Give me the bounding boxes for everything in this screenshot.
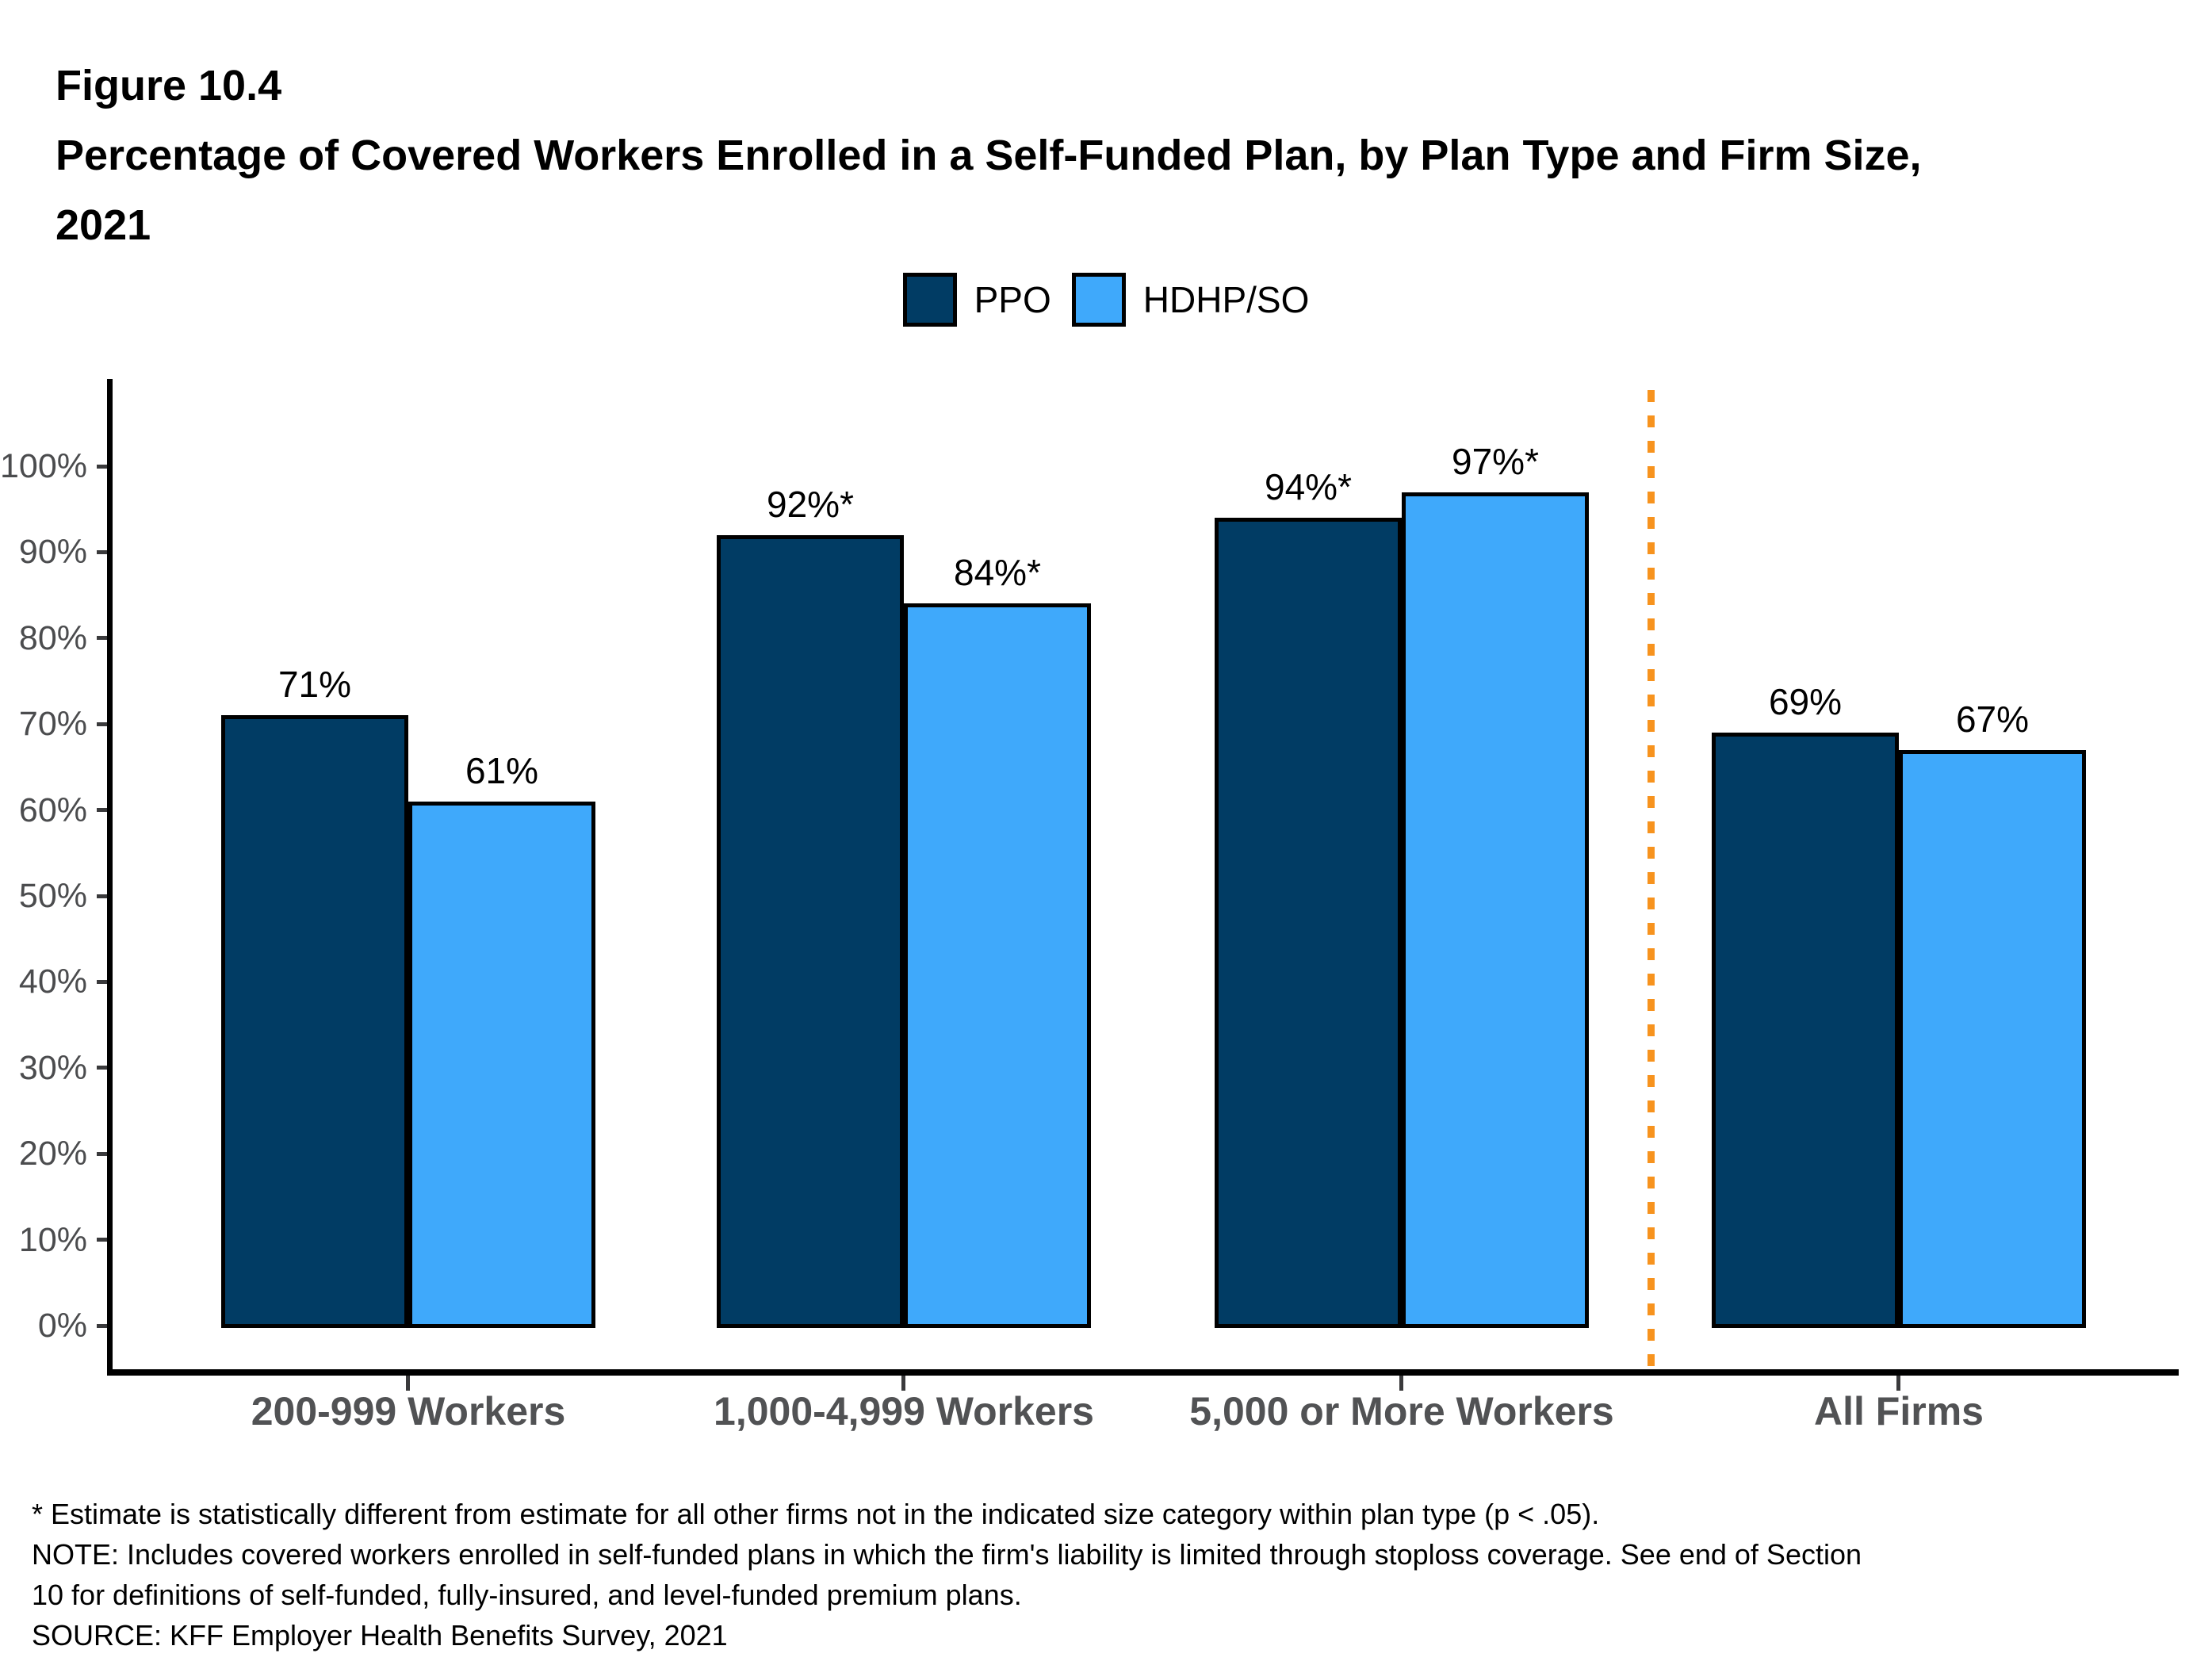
x-axis-tick <box>1399 1376 1403 1391</box>
footnote-source: SOURCE: KFF Employer Health Benefits Sur… <box>32 1619 728 1652</box>
footnote-note-1: NOTE: Includes covered workers enrolled … <box>32 1538 1862 1571</box>
hdhpso-swatch <box>1071 273 1126 327</box>
value-label: 67% <box>1955 698 2030 740</box>
ppo-swatch <box>902 273 957 327</box>
y-tick-label: 100% <box>0 447 87 485</box>
bar-hdhpso-4 <box>1899 749 2086 1328</box>
value-label: 61% <box>465 749 539 791</box>
legend-label-hdhpso: HDHP/SO <box>1142 279 1310 320</box>
chart-legend: PPO HDHP/SO <box>0 273 2212 327</box>
legend-item-ppo: PPO <box>902 273 1051 327</box>
x-axis-tick <box>901 1376 905 1391</box>
y-axis-tick <box>97 636 107 641</box>
y-axis-tick <box>97 1151 107 1156</box>
x-category-label: All Firms <box>1814 1389 1984 1433</box>
figure-number: Figure 10.4 <box>55 62 282 109</box>
y-tick-label: 30% <box>18 1048 87 1087</box>
footnote-note-2: 10 for definitions of self-funded, fully… <box>32 1579 1022 1611</box>
value-label: 94%* <box>1265 466 1352 508</box>
y-axis-line <box>107 379 113 1376</box>
y-tick-label: 50% <box>18 877 87 915</box>
y-tick-label: 10% <box>18 1220 87 1259</box>
all-firms-separator-line <box>1648 390 1655 1369</box>
y-tick-label: 0% <box>37 1307 87 1345</box>
bar-ppo-3 <box>1215 518 1402 1328</box>
y-tick-label: 70% <box>18 705 87 744</box>
bar-hdhpso-1 <box>408 801 595 1328</box>
y-axis-tick <box>97 1238 107 1242</box>
bar-hdhpso-2 <box>904 603 1091 1328</box>
page-title-year: 2021 <box>55 201 151 249</box>
y-axis-tick <box>97 808 107 813</box>
x-category-label: 5,000 or More Workers <box>1189 1389 1614 1433</box>
bar-ppo-2 <box>717 534 904 1328</box>
y-tick-label: 80% <box>18 618 87 657</box>
bar-hdhpso-3 <box>1402 492 1589 1328</box>
y-tick-label: 20% <box>18 1135 87 1173</box>
y-tick-label: 60% <box>18 790 87 829</box>
legend-item-hdhpso: HDHP/SO <box>1071 273 1310 327</box>
y-axis-tick <box>97 979 107 984</box>
x-category-label: 1,000-4,999 Workers <box>714 1389 1094 1433</box>
y-axis-tick <box>97 549 107 554</box>
footnote-significance: * Estimate is statistically different fr… <box>32 1498 1600 1530</box>
bar-ppo-1 <box>221 715 408 1328</box>
value-label: 97%* <box>1452 440 1539 482</box>
y-tick-label: 40% <box>18 963 87 1001</box>
y-axis-tick <box>97 894 107 898</box>
bar-ppo-4 <box>1712 733 1899 1328</box>
x-axis-tick <box>406 1376 410 1391</box>
y-axis-tick <box>97 1323 107 1328</box>
footnotes-block: * Estimate is statistically different fr… <box>32 1494 2188 1655</box>
value-label: 84%* <box>954 552 1041 594</box>
value-label: 71% <box>277 664 352 706</box>
page-title: Percentage of Covered Workers Enrolled i… <box>55 132 1922 179</box>
value-label: 92%* <box>767 483 854 525</box>
x-category-label: 200-999 Workers <box>251 1389 566 1433</box>
y-axis-tick <box>97 722 107 726</box>
y-tick-label: 90% <box>18 533 87 572</box>
x-axis-line <box>107 1369 2179 1376</box>
value-label: 69% <box>1768 681 1843 723</box>
x-axis-tick <box>1896 1376 1900 1391</box>
legend-label-ppo: PPO <box>974 279 1051 320</box>
y-axis-tick <box>97 1066 107 1070</box>
title-block: Figure 10.4 Percentage of Covered Worker… <box>55 51 2164 260</box>
y-axis-tick <box>97 464 107 469</box>
